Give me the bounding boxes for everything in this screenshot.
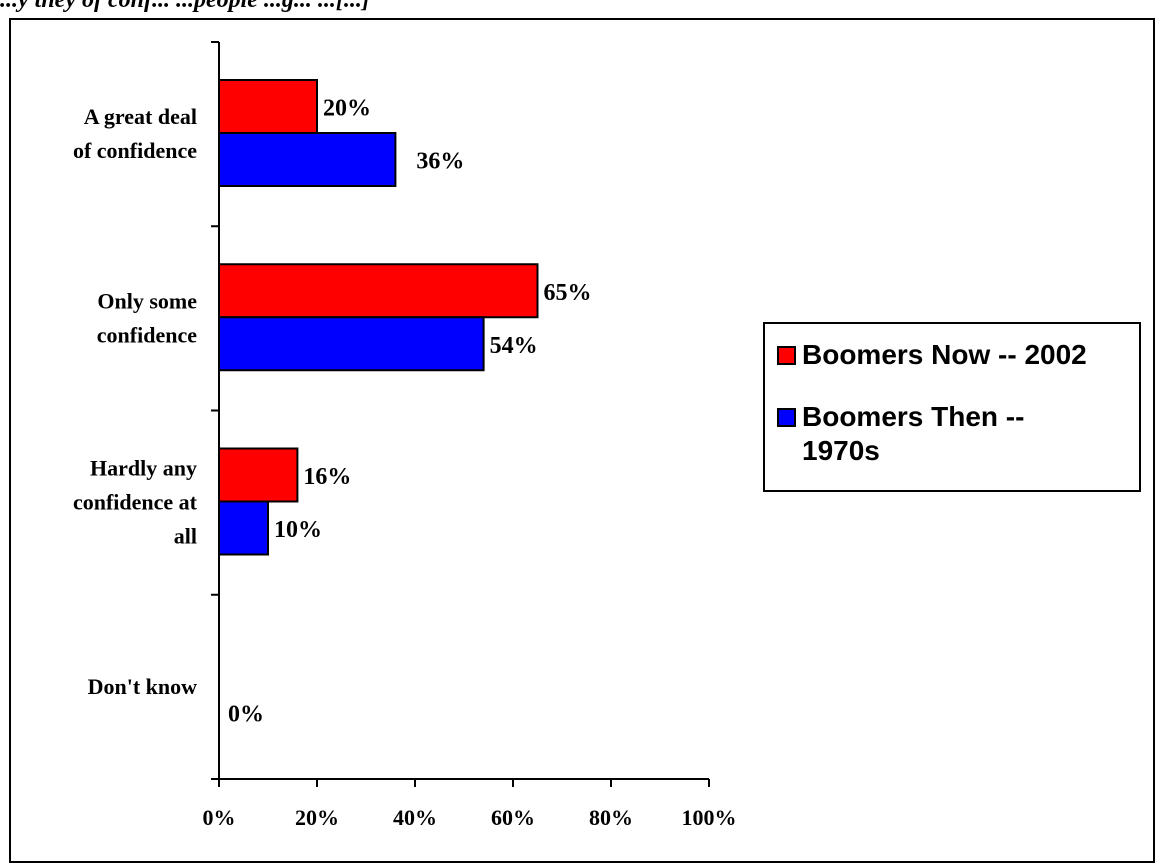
legend-item-then: Boomers Then -- 1970s [777, 400, 1032, 468]
category-label-2-line-2: all [174, 524, 197, 549]
bar-now-1 [218, 263, 539, 319]
x-tick-label-3: 60% [491, 805, 535, 830]
bar-then-2 [218, 500, 269, 556]
bar-now-2 [218, 447, 299, 503]
x-tick-label-1: 20% [295, 805, 339, 830]
category-label-1-line-0: Only some [97, 288, 197, 313]
data-label-then-2: 10% [274, 517, 322, 543]
bar-then-0 [218, 132, 397, 187]
bar-now-0 [218, 79, 318, 134]
x-tick-label-5: 100% [682, 805, 737, 830]
data-label-then-3: 0% [228, 701, 264, 727]
category-label-0-line-1: of confidence [73, 138, 197, 163]
legend-item-now: Boomers Now -- 2002 [777, 338, 1122, 372]
data-label-now-1: 65% [544, 280, 592, 306]
legend-label-now: Boomers Now -- 2002 [802, 339, 1087, 370]
data-label-now-0: 20% [323, 96, 371, 122]
legend: Boomers Now -- 2002 Boomers Then -- 1970… [763, 322, 1141, 492]
category-label-0-line-0: A great deal [84, 104, 197, 129]
x-tick-label-0: 0% [203, 805, 236, 830]
legend-swatch-then [777, 408, 796, 427]
category-label-3-line-0: Don't know [88, 674, 198, 699]
category-label-2-line-0: Hardly any [90, 456, 197, 481]
data-label-then-1: 54% [490, 333, 538, 359]
bar-then-1 [218, 316, 485, 372]
category-label-1-line-1: confidence [97, 322, 197, 347]
legend-swatch-now [777, 346, 796, 365]
chart-title: ...y they of conf... ...people ...g... .… [0, 0, 370, 13]
x-tick-label-4: 80% [589, 805, 633, 830]
legend-label-then: Boomers Then -- 1970s [802, 401, 1025, 466]
chart-frame [9, 18, 1155, 863]
data-label-now-2: 16% [303, 464, 351, 490]
category-label-2-line-1: confidence at [73, 490, 198, 515]
x-tick-label-2: 40% [393, 805, 437, 830]
data-label-then-0: 36% [416, 149, 464, 175]
